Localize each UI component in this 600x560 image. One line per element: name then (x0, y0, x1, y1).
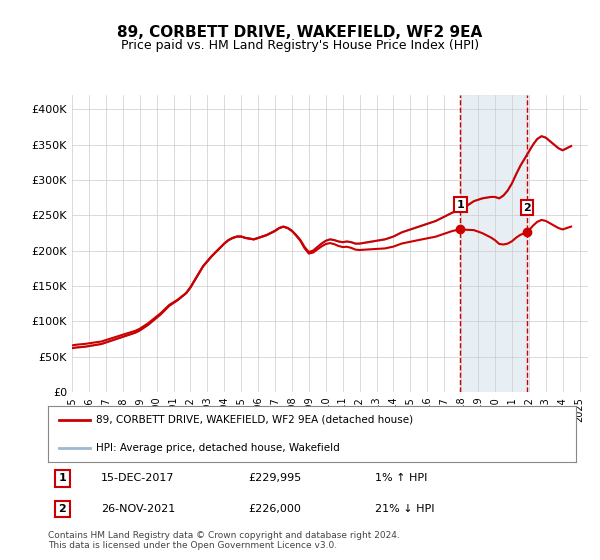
Bar (460, 95, 527, 392)
Text: 89, CORBETT DRIVE, WAKEFIELD, WF2 9EA: 89, CORBETT DRIVE, WAKEFIELD, WF2 9EA (118, 25, 482, 40)
Text: £229,995: £229,995 (248, 473, 302, 483)
Text: Price paid vs. HM Land Registry's House Price Index (HPI): Price paid vs. HM Land Registry's House … (121, 39, 479, 52)
Text: 89, CORBETT DRIVE, WAKEFIELD, WF2 9EA (detached house): 89, CORBETT DRIVE, WAKEFIELD, WF2 9EA (d… (95, 415, 413, 425)
Text: 2: 2 (523, 203, 531, 212)
Text: HPI: Average price, detached house, Wakefield: HPI: Average price, detached house, Wake… (95, 443, 339, 453)
Text: 2: 2 (59, 504, 67, 514)
Text: £226,000: £226,000 (248, 504, 302, 514)
Text: 1: 1 (457, 200, 464, 209)
Text: 1% ↑ HPI: 1% ↑ HPI (376, 473, 428, 483)
Text: 1: 1 (59, 473, 67, 483)
Text: Contains HM Land Registry data © Crown copyright and database right 2024.
This d: Contains HM Land Registry data © Crown c… (48, 531, 400, 550)
Text: 26-NOV-2021: 26-NOV-2021 (101, 504, 175, 514)
Text: 21% ↓ HPI: 21% ↓ HPI (376, 504, 435, 514)
Text: 15-DEC-2017: 15-DEC-2017 (101, 473, 175, 483)
